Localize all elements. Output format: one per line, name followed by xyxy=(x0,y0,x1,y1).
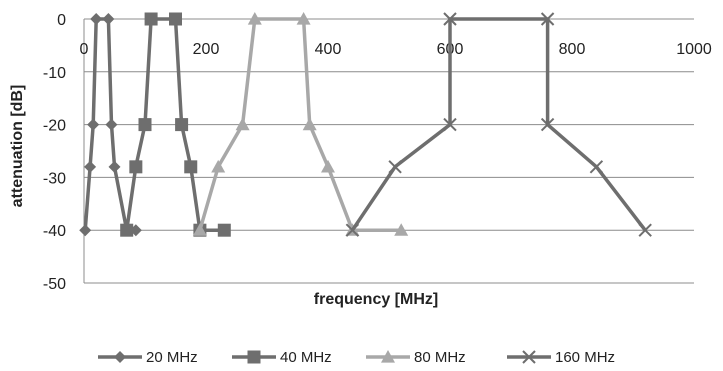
series-line xyxy=(350,17,647,232)
marker-stroke xyxy=(540,12,555,26)
data-point xyxy=(540,12,555,26)
data-point xyxy=(345,223,360,237)
x-tick-label: 400 xyxy=(315,41,342,58)
x-tick-label: 200 xyxy=(193,41,220,58)
y-tick-label: -10 xyxy=(43,65,66,82)
legend-item: 80 MHz xyxy=(366,349,466,366)
y-axis-title: attenuation [dB] xyxy=(9,85,26,208)
y-tick-label: -40 xyxy=(43,223,66,240)
legend-label: 40 MHz xyxy=(280,349,332,366)
marker-stroke xyxy=(345,223,360,237)
data-point xyxy=(388,160,402,174)
tick-labels: 0-10-20-30-40-500 200 400 600 800 1000 xyxy=(43,12,712,293)
legend-marker xyxy=(381,350,395,363)
data-point xyxy=(169,12,182,26)
marker-stroke xyxy=(443,117,457,132)
marker-stroke xyxy=(638,223,652,237)
data-point xyxy=(443,117,457,132)
data-point xyxy=(120,223,134,237)
data-point xyxy=(247,12,262,25)
data-point xyxy=(144,12,158,26)
x-tick-label: 0 xyxy=(80,41,89,58)
x-axis-title: frequency [MHz] xyxy=(314,291,438,308)
y-tick-label: -30 xyxy=(43,170,66,187)
marker-stroke xyxy=(522,350,536,364)
y-tick-label: -50 xyxy=(43,276,66,293)
data-point xyxy=(138,118,152,132)
data-point xyxy=(84,160,97,173)
data-point xyxy=(302,117,317,131)
x-tick-label: 1000 xyxy=(676,41,712,58)
data-point xyxy=(79,224,92,237)
data-point xyxy=(175,118,189,132)
data-point xyxy=(394,223,409,236)
marker-stroke xyxy=(540,117,555,132)
data-point xyxy=(217,223,231,237)
data-point xyxy=(129,160,143,174)
legend-marker xyxy=(522,350,536,364)
data-point xyxy=(105,118,118,131)
data-point xyxy=(108,160,121,173)
legend-label: 160 MHz xyxy=(555,349,615,366)
series-160-mhz xyxy=(345,12,652,237)
legend-marker xyxy=(247,350,261,364)
legend-label: 80 MHz xyxy=(414,349,466,366)
legend-item: 40 MHz xyxy=(232,349,332,366)
data-point xyxy=(296,12,311,25)
data-point xyxy=(443,12,457,26)
data-point xyxy=(102,13,115,25)
legend-item: 160 MHz xyxy=(507,349,615,366)
axis-titles: frequency [MHz] attenuation [dB] xyxy=(9,85,438,308)
x-tick-label: 800 xyxy=(559,41,586,58)
data-point xyxy=(540,117,555,132)
legend-marker xyxy=(114,351,126,363)
marker-stroke xyxy=(388,160,402,174)
data-series xyxy=(79,12,652,237)
data-point xyxy=(589,160,604,174)
series-80-mhz xyxy=(192,12,409,236)
legend: 20 MHz 40 MHz 80 MHz 160 MHz xyxy=(98,349,615,366)
data-point xyxy=(87,118,100,131)
legend-item: 20 MHz xyxy=(98,349,198,366)
marker-stroke xyxy=(443,12,457,26)
y-tick-label: -20 xyxy=(43,118,66,135)
data-point xyxy=(235,117,250,131)
data-point xyxy=(321,159,335,173)
data-point xyxy=(90,13,103,25)
series-40-mhz xyxy=(120,12,231,237)
y-tick-label: 0 xyxy=(57,12,66,29)
data-point xyxy=(638,223,652,237)
data-point xyxy=(184,160,198,174)
data-point xyxy=(192,223,207,236)
legend-label: 20 MHz xyxy=(146,349,198,366)
data-point xyxy=(211,159,226,173)
gridlines xyxy=(83,18,694,284)
marker-stroke xyxy=(589,160,604,174)
